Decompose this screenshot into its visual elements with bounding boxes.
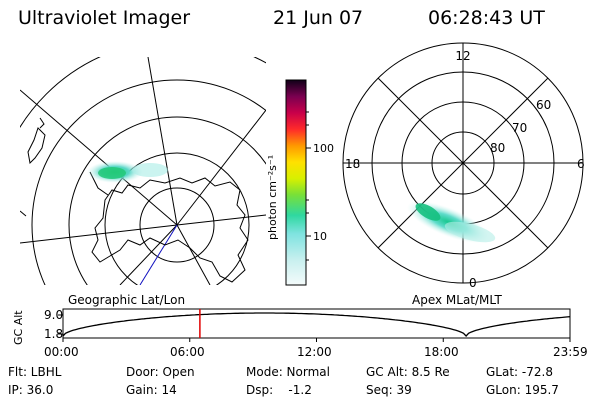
ip-info: IP: 36.0 <box>8 383 54 397</box>
mlt-label-12: 12 <box>455 49 470 63</box>
gain-info: Gain: 14 <box>126 383 177 397</box>
island-coastline <box>20 210 27 217</box>
timeline-tick-label: 12:00 <box>297 345 332 359</box>
terminator-line <box>139 224 178 285</box>
aurora-emission-left <box>87 161 168 183</box>
geo-lat-info: GLat: -72.8 <box>486 365 553 379</box>
meridian-line <box>176 224 211 285</box>
magnetic-panel-label: Apex MLat/MLT <box>412 293 502 307</box>
timeline-y-top: 9.0 <box>44 308 63 322</box>
lat-circle <box>31 79 266 285</box>
time-label: 06:28:43 UT <box>428 7 545 29</box>
altitude-curve <box>62 312 571 337</box>
colorbar-tick-100: 100 <box>313 142 334 155</box>
mlat-label-70: 70 <box>512 121 527 135</box>
sequence-info: Seq: 39 <box>366 383 412 397</box>
meridian-line <box>176 109 266 226</box>
colorbar-unit-label: photon cm⁻²s⁻¹ <box>266 155 279 240</box>
app-title: Ultraviolet Imager <box>18 7 191 29</box>
geographic-panel-label: Geographic Lat/Lon <box>68 293 185 307</box>
meridian-line <box>119 224 178 285</box>
meridian-line <box>147 57 178 226</box>
door-info: Door: Open <box>126 365 195 379</box>
lat-circle <box>104 152 250 285</box>
meridian-line <box>176 214 266 226</box>
mlt-label-18: 18 <box>345 157 360 171</box>
mlt-diagonal-line <box>377 77 549 249</box>
timeline-tick-label: 23:59 <box>553 345 588 359</box>
colorbar-tick-10: 10 <box>313 230 327 243</box>
magnetic-polar-plot <box>342 42 584 284</box>
geographic-map <box>20 57 266 285</box>
timeline-y-bottom: 1.8 <box>44 327 63 341</box>
mlat-label-60: 60 <box>536 98 551 112</box>
mlat-label-80: 80 <box>490 141 505 155</box>
timeline-tick-label: 18:00 <box>424 345 459 359</box>
meridian-line <box>20 89 178 226</box>
lat-circle <box>68 116 266 285</box>
orbit-timeline: 9.0 1.8 GC Alt 00:00 06:00 12:00 18:00 2… <box>12 308 588 359</box>
date-label: 21 Jun 07 <box>273 7 364 29</box>
antarctica-coastline <box>91 177 249 283</box>
timeline-tick-label: 00:00 <box>44 345 79 359</box>
filter-info: Flt: LBHL <box>8 365 62 379</box>
mode-info: Mode: Normal <box>246 365 330 379</box>
dsp-info: Dsp: -1.2 <box>246 383 312 397</box>
new-zealand-coastline <box>39 117 45 129</box>
gc-alt-info: GC Alt: 8.5 Re <box>366 365 450 379</box>
lat-circle <box>139 187 215 263</box>
geo-lon-info: GLon: 195.7 <box>486 383 559 397</box>
timeline-tick-label: 06:00 <box>170 345 205 359</box>
aurora-emission-right <box>406 201 496 243</box>
colorbar <box>285 79 307 286</box>
timeline-ylabel: GC Alt <box>12 310 25 345</box>
colorbar-ticks <box>306 111 311 261</box>
meridian-line <box>20 224 178 244</box>
mlt-label-0: 0 <box>469 276 477 290</box>
mlt-label-6: 6 <box>577 157 585 171</box>
new-zealand-coastline <box>27 127 46 165</box>
